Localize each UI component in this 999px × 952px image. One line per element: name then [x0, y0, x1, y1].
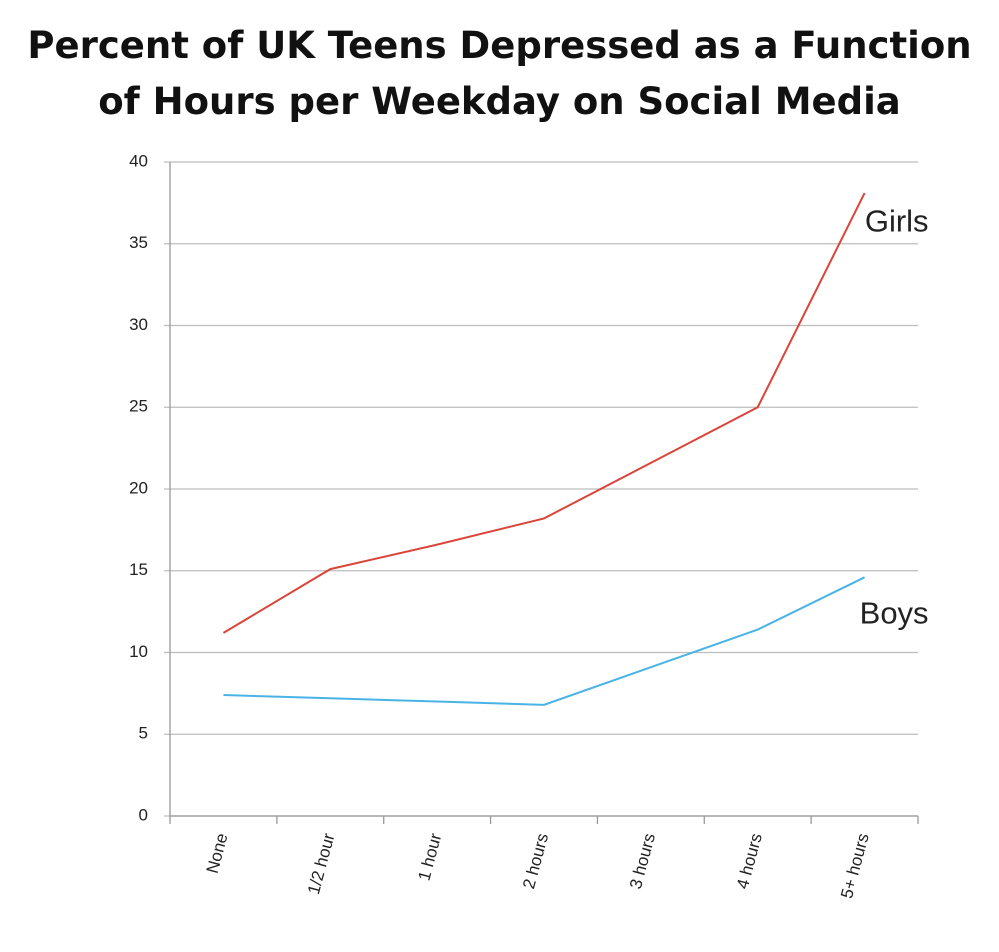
- y-tick-label: 15: [129, 560, 148, 579]
- x-tick-label: 3 hours: [626, 831, 659, 891]
- x-tick-label: 5+ hours: [837, 831, 873, 900]
- y-tick-label: 0: [139, 805, 148, 824]
- y-tick-label: 35: [129, 233, 148, 252]
- y-tick-label: 10: [129, 642, 148, 661]
- y-tick-label: 40: [129, 151, 148, 170]
- x-tick-label: None: [203, 831, 232, 875]
- legend-label: Boys: [860, 595, 929, 630]
- series-line: [223, 576, 866, 706]
- series-line: [222, 192, 866, 634]
- y-tick-label: 5: [139, 724, 148, 743]
- y-tick-label: 25: [129, 397, 148, 416]
- x-tick-label: 1 hour: [415, 831, 446, 883]
- x-tick-label: 2 hours: [519, 831, 552, 891]
- x-tick-label: 4 hours: [733, 831, 766, 891]
- x-tick-label: 1/2 hour: [304, 831, 339, 896]
- legend-label: Girls: [865, 203, 929, 238]
- y-tick-label: 20: [129, 478, 148, 497]
- y-tick-label: 30: [129, 315, 148, 334]
- chart-title: Percent of UK Teens Depressed as a Funct…: [27, 24, 972, 123]
